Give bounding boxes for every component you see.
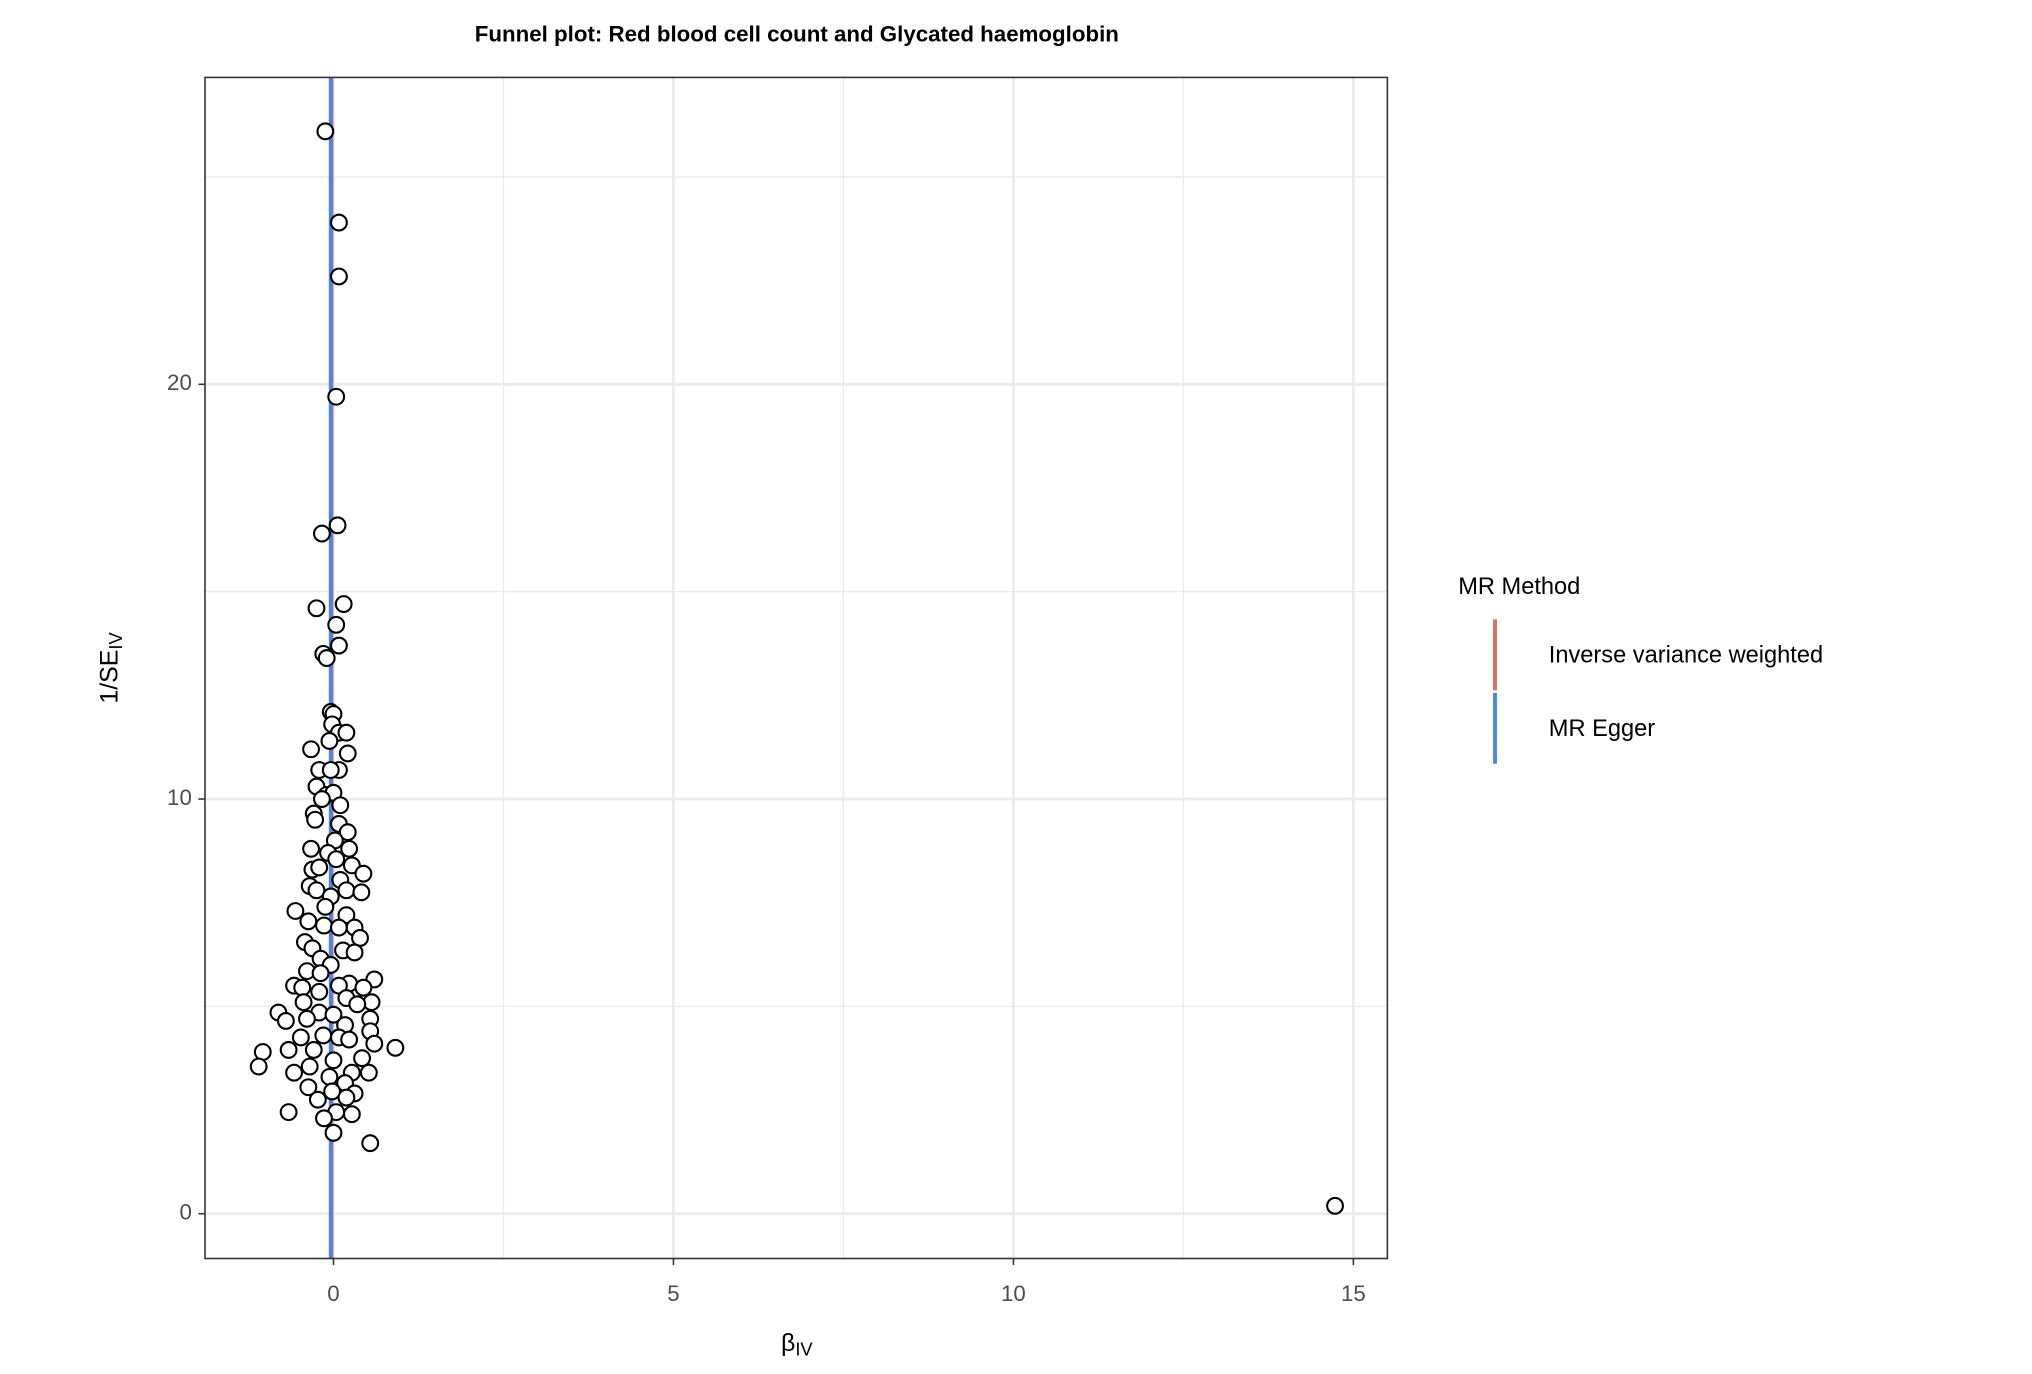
y-axis-label-sub: IV	[105, 632, 126, 650]
point	[279, 1103, 298, 1122]
point	[320, 1067, 339, 1086]
point	[334, 595, 353, 614]
point	[359, 1063, 378, 1082]
x-tick-label: 5	[667, 1281, 679, 1306]
y-tick-label: 10	[167, 785, 192, 810]
point	[1326, 1196, 1344, 1215]
point	[365, 1034, 384, 1053]
point	[285, 1063, 303, 1082]
point	[338, 744, 357, 763]
legend-title: MR Method	[1458, 574, 1580, 600]
point	[313, 524, 331, 543]
point	[354, 864, 373, 883]
point	[320, 732, 339, 750]
point	[321, 761, 340, 779]
point	[307, 599, 326, 618]
point	[362, 993, 381, 1012]
x-tick-label: 0	[327, 1281, 339, 1306]
point	[330, 267, 348, 286]
point	[310, 982, 329, 1001]
point	[323, 1082, 342, 1101]
point	[311, 964, 330, 983]
plot-border	[204, 76, 1389, 1260]
point	[345, 943, 364, 962]
point	[279, 1040, 298, 1059]
point	[294, 993, 313, 1012]
point	[276, 1011, 295, 1030]
point	[316, 122, 335, 141]
point	[324, 1123, 343, 1142]
point	[291, 1028, 310, 1047]
point	[310, 858, 329, 877]
x-axis-label-main: β	[781, 1328, 795, 1356]
legend: MR Method Inverse variance weighted MR Eg…	[1458, 574, 1823, 764]
point	[327, 850, 346, 869]
point	[300, 1057, 319, 1076]
point	[353, 1049, 371, 1068]
point	[313, 790, 331, 808]
point	[330, 636, 348, 655]
y-tick-label: 20	[167, 370, 192, 395]
point	[351, 929, 369, 947]
x-axis-label: βIV	[781, 1328, 813, 1359]
legend-label: Inverse variance weighted	[1549, 642, 1823, 668]
point	[315, 1109, 333, 1128]
point	[314, 1026, 333, 1045]
point	[253, 1043, 272, 1061]
x-tick-label: 15	[1341, 1281, 1366, 1306]
point	[340, 839, 359, 858]
point	[328, 516, 347, 535]
point	[361, 1134, 380, 1153]
point	[327, 615, 346, 634]
chart-title: Funnel plot: Red blood cell count and Gl…	[475, 21, 1119, 46]
point	[308, 1090, 327, 1109]
x-axis-label-sub: IV	[795, 1338, 813, 1359]
point	[337, 881, 356, 900]
point	[286, 902, 305, 920]
point	[304, 1040, 323, 1059]
point	[316, 897, 335, 916]
point	[327, 387, 346, 406]
point	[386, 1038, 405, 1057]
axes: 0 5 10 15 0 10 20	[167, 370, 1366, 1306]
point	[299, 912, 318, 931]
point	[249, 1057, 268, 1076]
point	[340, 1030, 359, 1049]
point	[354, 978, 373, 997]
point	[330, 213, 348, 232]
point	[324, 1051, 343, 1070]
y-axis-label-main: 1/SE	[95, 650, 123, 704]
y-tick-label: 0	[179, 1200, 191, 1225]
point	[324, 1005, 343, 1024]
point	[317, 649, 336, 667]
point	[315, 916, 333, 935]
point	[337, 1088, 356, 1107]
point	[306, 810, 325, 829]
x-tick-label: 10	[1001, 1281, 1026, 1306]
point	[348, 995, 367, 1014]
y-axis-label: 1/SEIV	[95, 632, 126, 704]
legend-label: MR Egger	[1549, 716, 1655, 742]
point	[302, 740, 320, 759]
points	[249, 122, 1344, 1215]
point	[307, 881, 326, 900]
point	[299, 1078, 318, 1097]
point	[298, 1009, 316, 1028]
point	[352, 883, 371, 902]
point	[331, 796, 350, 815]
point	[302, 839, 320, 858]
point	[293, 978, 312, 997]
point	[342, 1105, 361, 1124]
point	[330, 918, 348, 937]
point	[337, 723, 356, 742]
